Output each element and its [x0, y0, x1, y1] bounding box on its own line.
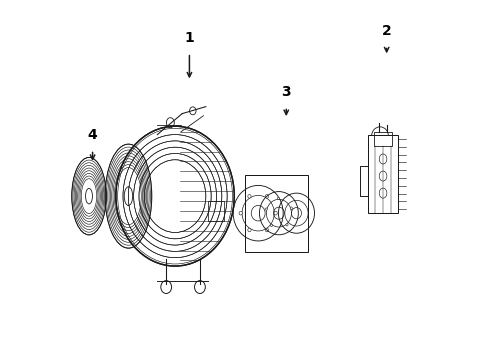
Text: 4: 4 [88, 128, 98, 142]
Ellipse shape [248, 194, 251, 198]
Bar [245, 175, 308, 252]
Ellipse shape [277, 197, 279, 200]
Bar [374, 132, 392, 146]
Ellipse shape [248, 228, 251, 232]
Ellipse shape [270, 224, 272, 226]
Text: 3: 3 [281, 85, 291, 99]
Ellipse shape [286, 224, 288, 226]
Bar [368, 135, 398, 213]
Bar [208, 201, 224, 221]
Ellipse shape [274, 211, 277, 215]
Ellipse shape [265, 208, 267, 210]
Ellipse shape [239, 211, 243, 215]
Text: 1: 1 [185, 31, 195, 45]
Ellipse shape [290, 207, 293, 209]
Ellipse shape [265, 194, 269, 198]
Text: 2: 2 [382, 24, 392, 38]
Ellipse shape [265, 228, 269, 232]
